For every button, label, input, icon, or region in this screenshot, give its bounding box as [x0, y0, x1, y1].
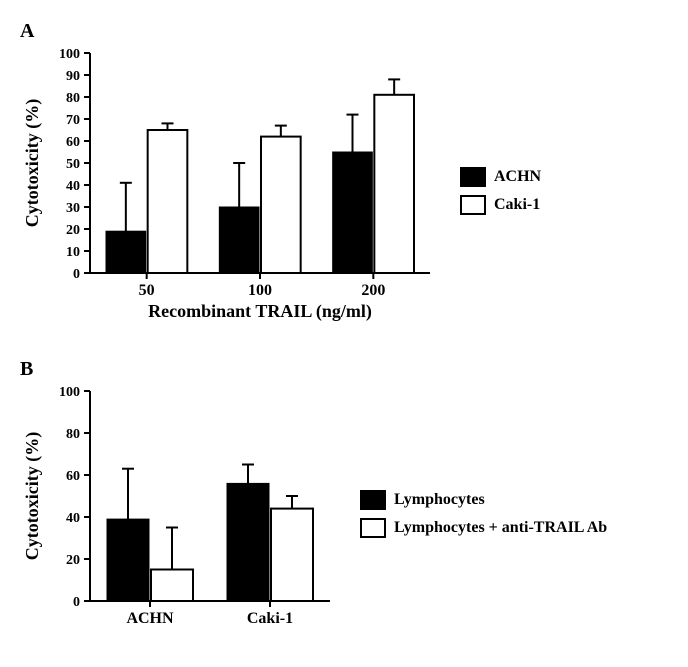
svg-text:60: 60: [66, 469, 80, 484]
svg-text:40: 40: [66, 511, 80, 526]
legend-label-lymph: Lymphocytes: [394, 491, 485, 509]
svg-text:Caki-1: Caki-1: [247, 610, 293, 627]
panel-a-label: A: [20, 20, 668, 43]
svg-text:Cytotoxicity (%): Cytotoxicity (%): [22, 432, 43, 560]
panel-a-chart: 0 10 20 30 40 50 60 70 80 90 100 Cytotoxicity (%) 50…: [20, 43, 440, 338]
svg-text:10: 10: [66, 245, 80, 260]
panel-b-chart: 0 20 40 60 80 100 Cytotoxicity (%) ACHN Caki-1: [20, 381, 340, 646]
svg-text:80: 80: [66, 91, 80, 106]
svg-text:0: 0: [73, 267, 80, 282]
legend-label-caki1: Caki-1: [494, 196, 540, 214]
svg-text:90: 90: [66, 69, 80, 84]
svg-text:Recombinant TRAIL (ng/ml): Recombinant TRAIL (ng/ml): [148, 301, 372, 322]
svg-text:0: 0: [73, 595, 80, 610]
legend-item-lymph-ab: Lymphocytes + anti-TRAIL Ab: [360, 518, 607, 538]
panel-b-legend: Lymphocytes Lymphocytes + anti-TRAIL Ab: [360, 482, 607, 546]
panel-a-legend: ACHN Caki-1: [460, 159, 541, 223]
svg-text:60: 60: [66, 135, 80, 150]
svg-text:Cytotoxicity (%): Cytotoxicity (%): [22, 99, 43, 227]
panel-b-label: B: [20, 358, 668, 381]
svg-text:20: 20: [66, 553, 80, 568]
svg-text:50: 50: [139, 282, 155, 299]
legend-swatch-achn: [460, 167, 486, 187]
legend-label-lymph-ab: Lymphocytes + anti-TRAIL Ab: [394, 519, 607, 537]
legend-item-achn: ACHN: [460, 167, 541, 187]
svg-text:80: 80: [66, 427, 80, 442]
legend-item-caki1: Caki-1: [460, 195, 541, 215]
svg-text:200: 200: [361, 282, 385, 299]
legend-swatch-lymph: [360, 490, 386, 510]
legend-swatch-lymph-ab: [360, 518, 386, 538]
legend-label-achn: ACHN: [494, 168, 541, 186]
svg-text:100: 100: [59, 385, 80, 400]
svg-text:100: 100: [248, 282, 272, 299]
legend-swatch-caki1: [460, 195, 486, 215]
svg-text:40: 40: [66, 179, 80, 194]
svg-text:ACHN: ACHN: [126, 610, 174, 627]
legend-item-lymph: Lymphocytes: [360, 490, 607, 510]
svg-text:20: 20: [66, 223, 80, 238]
svg-text:100: 100: [59, 47, 80, 62]
svg-text:50: 50: [66, 157, 80, 172]
svg-text:30: 30: [66, 201, 80, 216]
svg-text:70: 70: [66, 113, 80, 128]
